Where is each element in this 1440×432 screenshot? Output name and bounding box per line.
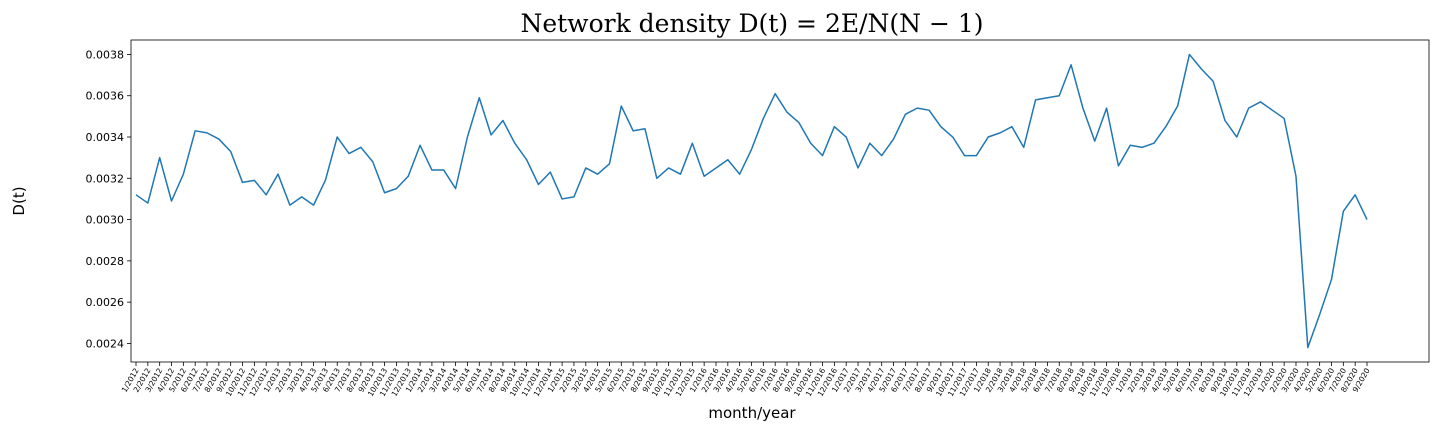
- series-line: [135, 53, 1368, 349]
- y-axis-label: D(t): [10, 186, 28, 215]
- plot-frame: [130, 39, 1430, 363]
- y-tick-label: 0.0034: [86, 131, 125, 144]
- chart-title: Network density D(t) = 2E/N(N − 1): [520, 9, 983, 38]
- y-tick-label: 0.0026: [86, 296, 125, 309]
- x-axis-label: month/year: [708, 404, 796, 422]
- y-tick-label: 0.0024: [86, 337, 125, 350]
- y-axis: 0.0024 0.0026 0.0028 0.0030 0.0032 0.0034 0.00…: [86, 48, 131, 350]
- y-tick-label: 0.0028: [86, 255, 125, 268]
- y-tick-label: 0.0030: [86, 214, 125, 227]
- x-axis: 1/20122/20123/20124/20125/20126/20127/20…: [120, 362, 1372, 398]
- y-tick-label: 0.0032: [86, 172, 125, 185]
- y-tick-label: 0.0036: [86, 90, 125, 103]
- y-tick-label: 0.0038: [86, 48, 125, 61]
